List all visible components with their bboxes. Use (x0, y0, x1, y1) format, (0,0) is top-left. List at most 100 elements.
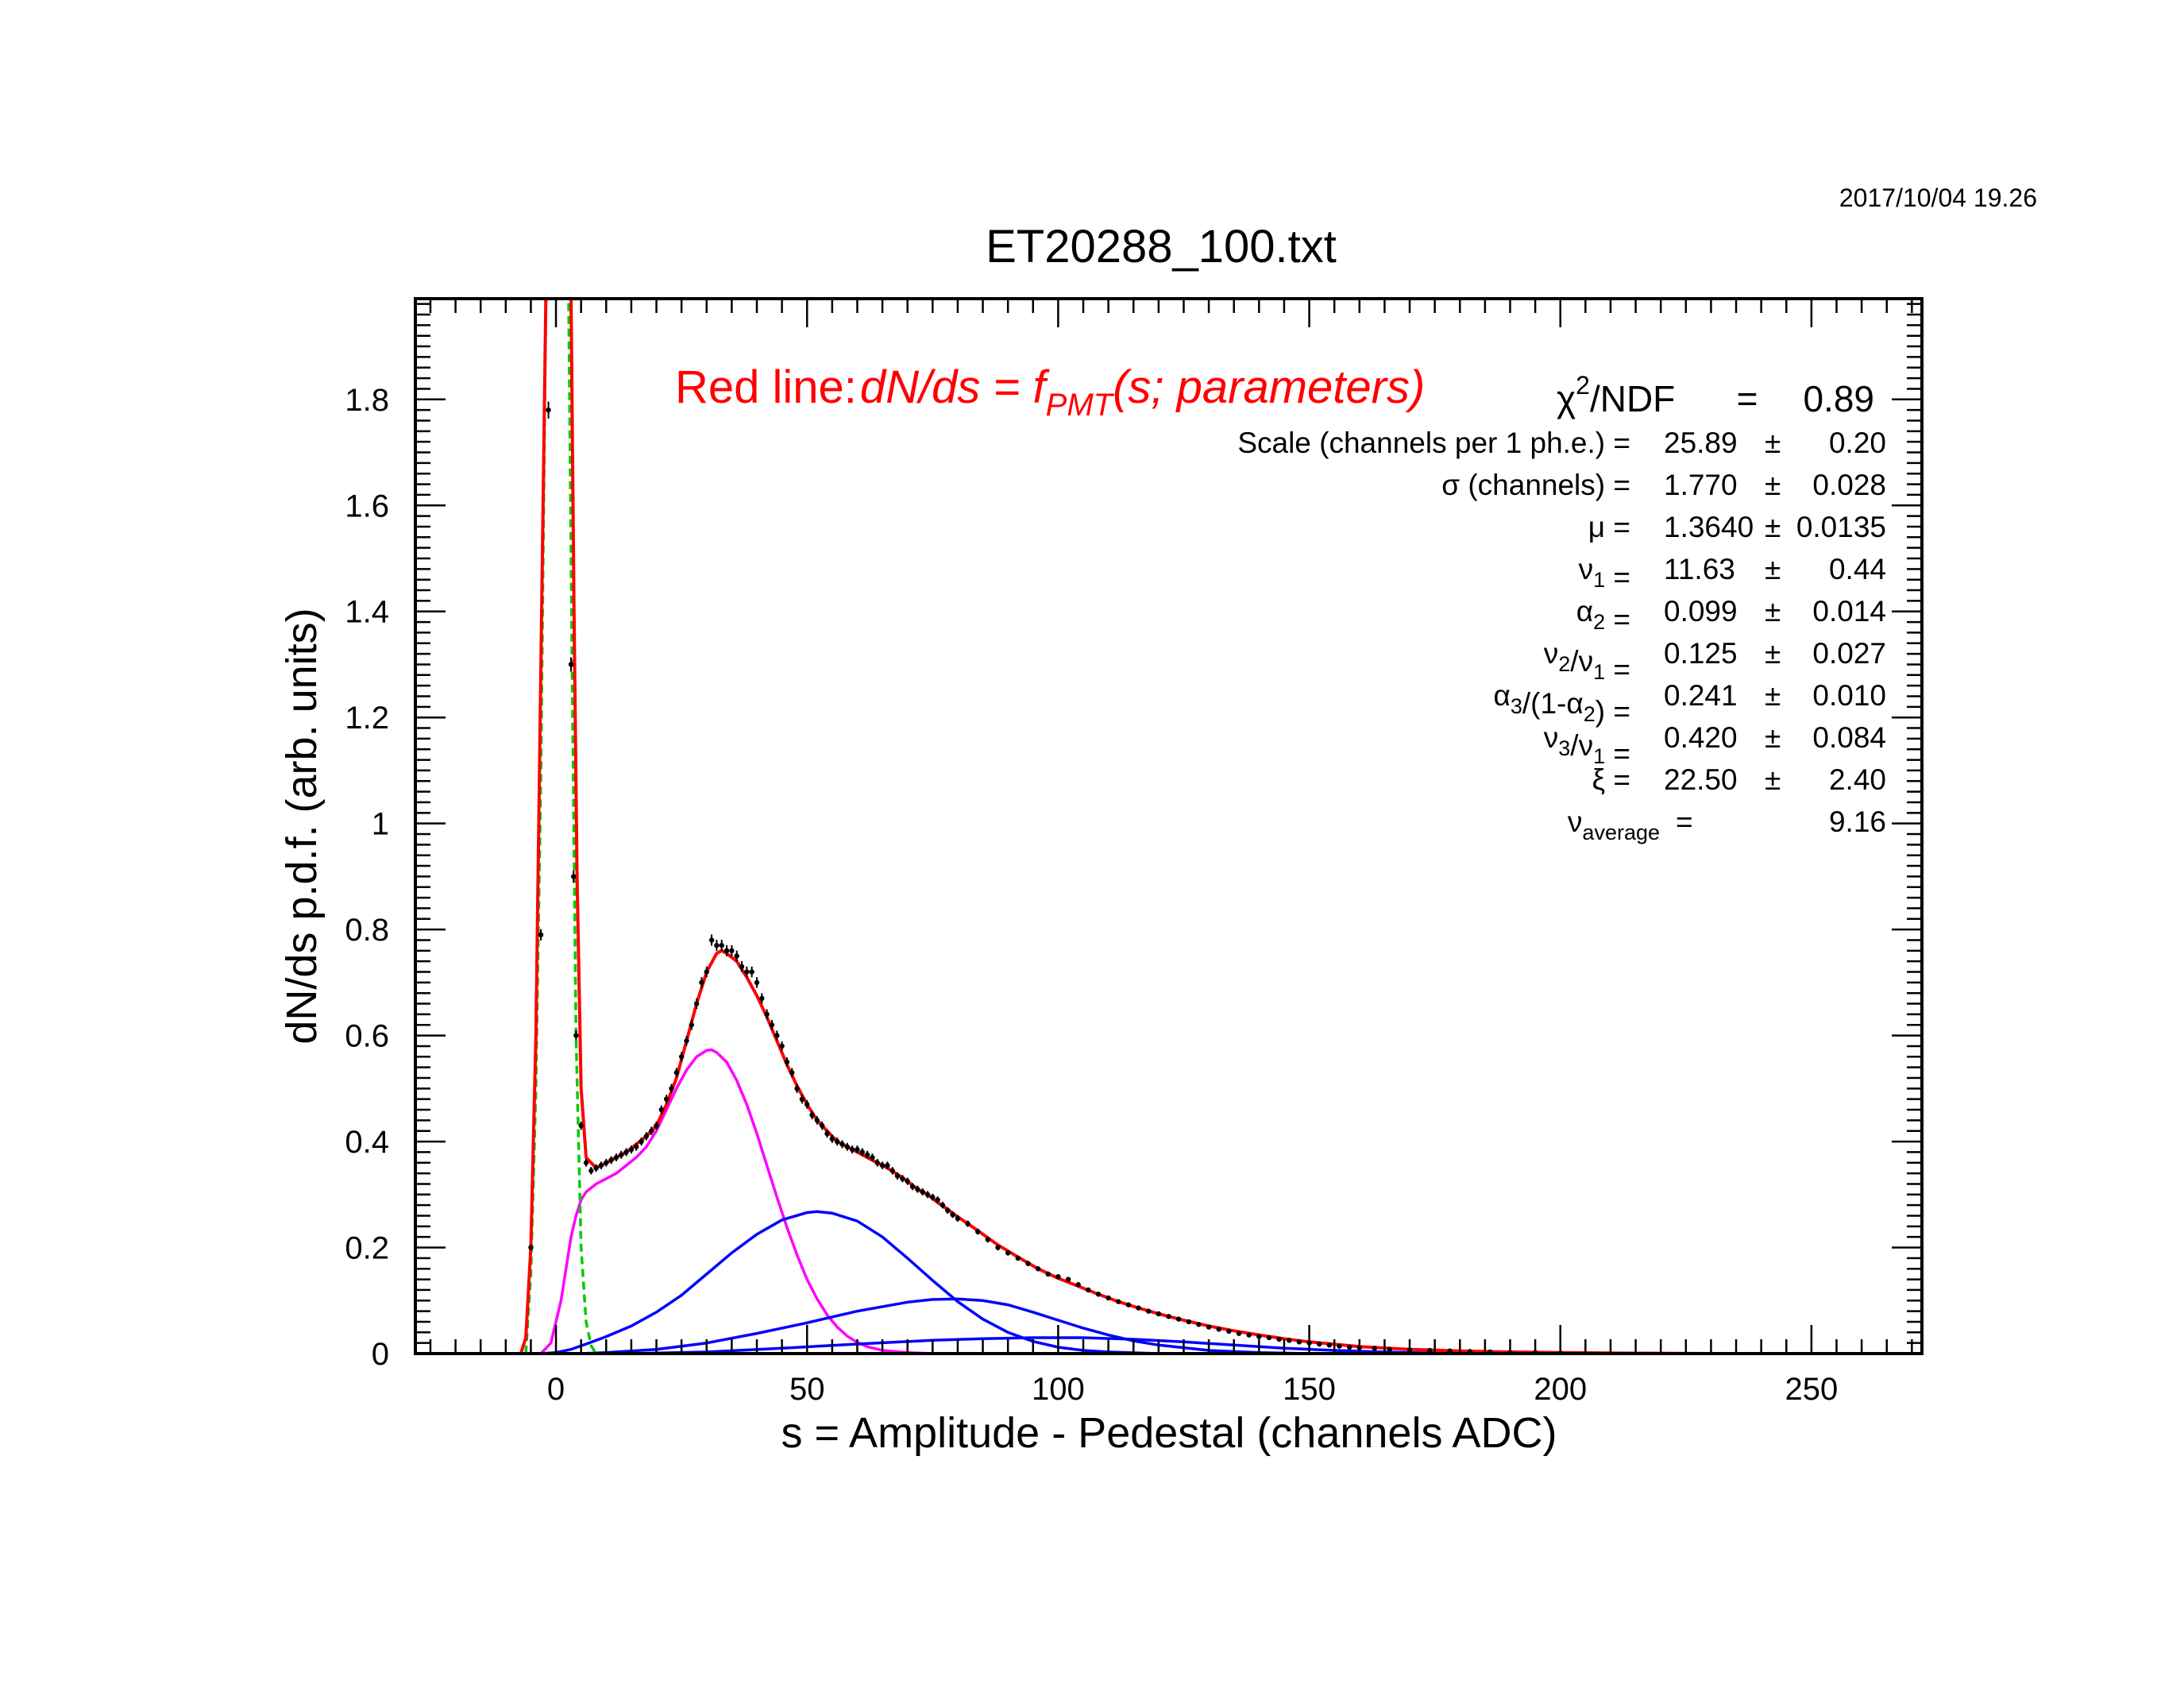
param-value: 1.770 (1664, 469, 1738, 501)
data-point (1287, 1338, 1292, 1343)
data-point (1387, 1346, 1392, 1352)
param-error: 0.0135 (1796, 511, 1886, 543)
data-point (734, 953, 739, 959)
param-pm: ± (1765, 679, 1781, 712)
svg-text:χ2/NDF: χ2/NDF (1557, 371, 1675, 419)
data-point (1025, 1261, 1031, 1266)
data-point (940, 1202, 946, 1208)
data-point (985, 1237, 991, 1242)
param-value: 0.241 (1664, 679, 1738, 712)
y-tick-label: 0.4 (345, 1125, 389, 1160)
data-point (714, 942, 720, 948)
data-point (1372, 1346, 1377, 1351)
data-point (805, 1102, 810, 1107)
data-point (1075, 1282, 1081, 1288)
param-error: 0.084 (1812, 721, 1886, 754)
data-point (924, 1192, 931, 1197)
y-tick-label: 1.6 (345, 489, 389, 523)
data-point (608, 1157, 614, 1163)
data-point (1015, 1255, 1021, 1261)
data-point (1427, 1347, 1433, 1354)
x-tick-labels: 0 50 100 150 200 250 (547, 1372, 1838, 1407)
data-point (794, 1086, 800, 1091)
data-point (1326, 1342, 1333, 1348)
data-point (1045, 1271, 1051, 1277)
x-tick-label: 250 (1785, 1372, 1839, 1407)
data-point (779, 1043, 785, 1049)
data-point (789, 1070, 795, 1076)
data-point (678, 1054, 685, 1060)
y-tick-label: 0.6 (345, 1019, 389, 1054)
param-value: 0.420 (1664, 721, 1738, 754)
data-point (839, 1141, 845, 1147)
data-point (1256, 1334, 1262, 1339)
param-error: 0.014 (1812, 595, 1886, 628)
data-point (634, 1144, 639, 1149)
data-point (900, 1176, 905, 1181)
x-tick-label: 0 (547, 1372, 565, 1407)
param-error: 2.40 (1829, 763, 1886, 796)
data-point (648, 1128, 654, 1134)
data-point (538, 932, 544, 938)
data-point (1166, 1314, 1171, 1319)
data-point (975, 1229, 981, 1234)
data-point (1175, 1316, 1182, 1322)
data-point (583, 1160, 589, 1165)
data-point (905, 1178, 910, 1184)
data-point (769, 1022, 775, 1028)
y-tick-label: 0 (372, 1337, 389, 1372)
fit-param-row: α3/(1-α2) = 0.241 ±0.010 (1493, 679, 1886, 728)
data-point (1086, 1287, 1091, 1293)
fit-function-label: Red line:dN/ds = fPMT(s; parameters) (675, 361, 1425, 423)
data-point (689, 1022, 694, 1028)
data-point (643, 1134, 650, 1139)
data-point (834, 1138, 840, 1145)
data-point (814, 1118, 820, 1123)
data-point (654, 1122, 659, 1129)
data-point (1236, 1331, 1242, 1336)
param-name: ν2/ν1 = (1544, 637, 1630, 686)
data-point (570, 874, 577, 879)
data-point (673, 1070, 680, 1076)
data-point (855, 1146, 860, 1153)
data-point (658, 1107, 665, 1113)
data-point (885, 1162, 890, 1168)
data-point (1035, 1266, 1041, 1272)
data-point (935, 1197, 940, 1203)
param-pm: ± (1765, 721, 1781, 754)
curve-three_pe (581, 1297, 1310, 1354)
data-point (1065, 1277, 1071, 1282)
data-point (1116, 1299, 1121, 1304)
data-point (568, 662, 574, 667)
data-point (604, 1160, 609, 1165)
data-point (965, 1221, 970, 1226)
data-point (684, 1038, 689, 1044)
param-pm: ± (1765, 553, 1781, 585)
data-point (1317, 1341, 1322, 1347)
param-name: σ (channels) = (1441, 469, 1630, 501)
x-tick-label: 150 (1283, 1372, 1336, 1407)
param-error: 0.44 (1829, 553, 1886, 585)
data-point (1226, 1328, 1232, 1335)
param-pm: ± (1765, 763, 1781, 796)
data-point (955, 1215, 961, 1222)
axis-ticks (415, 299, 1922, 1355)
data-point (578, 1122, 584, 1129)
fit-param-row: ν2/ν1 = 0.125 ±0.027 (1544, 637, 1886, 686)
fit-param-row: ν1 = 11.63 ±0.44 (1579, 553, 1886, 593)
chart-title: ET20288_100.txt (986, 221, 1337, 272)
data-point (613, 1154, 619, 1161)
svg-text:=: = (1737, 378, 1758, 419)
data-point (894, 1173, 901, 1179)
param-name: α3/(1-α2) = (1493, 679, 1630, 728)
param-pm: ± (1765, 637, 1781, 670)
data-point (870, 1154, 875, 1161)
plot-frame (414, 297, 1924, 1355)
y-axis-label: dN/ds p.d.f. (arb. units) (278, 608, 326, 1044)
data-point (1196, 1322, 1202, 1327)
x-axis-label: s = Amplitude - Pedestal (channels ADC) (781, 1409, 1557, 1457)
data-point (699, 979, 704, 986)
data-point (1206, 1324, 1212, 1330)
data-point (754, 979, 760, 986)
param-error: 0.027 (1812, 637, 1886, 670)
